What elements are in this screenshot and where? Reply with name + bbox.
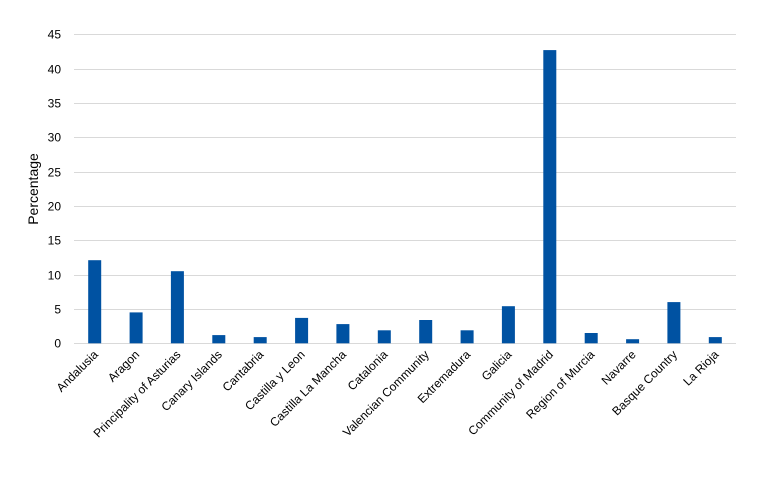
y-axis-ticks: 0 5 10 15 20 25 30 35 40 45 <box>48 28 62 351</box>
bar <box>543 50 557 344</box>
bar <box>419 320 433 344</box>
bar <box>377 330 391 344</box>
bar <box>129 312 143 344</box>
bar <box>626 339 640 344</box>
y-tick-label: 40 <box>48 63 62 77</box>
x-tick-label: La Rioja <box>680 347 721 388</box>
y-tick-label: 10 <box>48 269 62 283</box>
y-tick-label: 5 <box>54 303 61 317</box>
y-tick-label: 30 <box>48 131 62 145</box>
bar <box>212 335 226 344</box>
bar <box>170 271 184 344</box>
bar <box>253 337 267 344</box>
x-tick-label: Navarre <box>599 347 639 387</box>
bar <box>584 333 598 344</box>
y-tick-label: 0 <box>54 337 61 351</box>
bar <box>708 337 722 344</box>
gridlines <box>74 34 736 344</box>
y-tick-label: 45 <box>48 28 62 42</box>
bar <box>88 260 102 344</box>
x-tick-label: Aragon <box>105 348 142 385</box>
bar <box>501 306 515 344</box>
bar <box>336 324 350 344</box>
y-tick-label: 25 <box>48 166 62 180</box>
bar <box>667 302 681 344</box>
y-tick-label: 35 <box>48 97 62 111</box>
x-tick-label: Galicia <box>479 347 515 383</box>
x-tick-label: Andalusia <box>54 347 101 394</box>
bar <box>460 330 474 344</box>
bars <box>88 50 722 344</box>
y-tick-label: 15 <box>48 234 62 248</box>
y-axis-label: Percentage <box>25 153 41 225</box>
bar <box>295 317 309 344</box>
y-tick-label: 20 <box>48 200 62 214</box>
x-tick-label: Castilla La Mancha <box>267 347 349 429</box>
